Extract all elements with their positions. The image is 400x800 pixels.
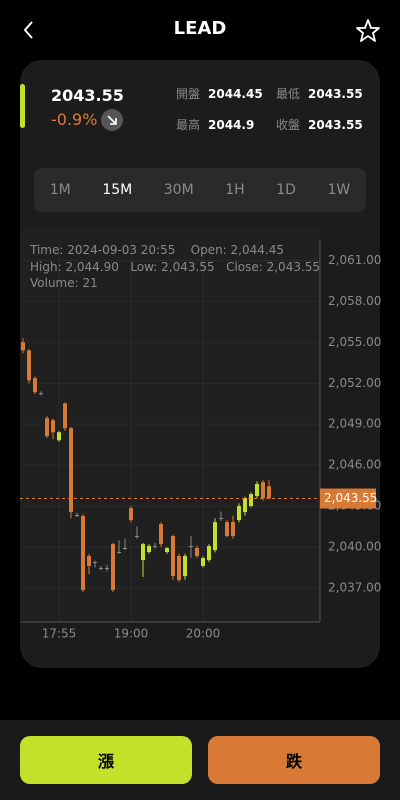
candle-body — [261, 482, 265, 499]
candle-body — [195, 548, 199, 556]
candle-body — [219, 518, 223, 520]
candle-body — [39, 393, 43, 395]
stat: 開盤 2044.45 — [176, 85, 263, 102]
stat: 最高 2044.9 — [176, 116, 254, 133]
candle-body — [33, 378, 37, 393]
candle-body — [153, 546, 157, 548]
candle-body — [171, 536, 175, 577]
tooltip-time: Time: 2024-09-03 20:55 — [30, 243, 176, 257]
candle-body — [105, 567, 109, 569]
favorite-button[interactable] — [355, 18, 381, 44]
candle-body — [225, 522, 229, 537]
tooltip-row: High: 2,044.90 Low: 2,043.55 Close: 2,04… — [30, 260, 320, 274]
plot-area — [20, 228, 320, 622]
indicator — [20, 84, 25, 128]
trend-icon — [101, 109, 123, 131]
stat-label: 收盤 — [276, 118, 301, 132]
chart: 2,037.002,040.002,043.002,046.002,049.00… — [20, 240, 381, 641]
last-price-box — [320, 488, 376, 509]
candle-body — [93, 561, 97, 563]
stat-label: 開盤 — [176, 87, 201, 101]
stat-value: 2043.55 — [308, 118, 363, 132]
candle-body — [147, 546, 151, 553]
timeframe-tabs: 1M 15M 30M 1H 1D 1W — [34, 168, 366, 212]
candle-body — [189, 546, 193, 548]
timeframe-tab[interactable]: 15M — [102, 182, 133, 198]
tooltip-row: Time: 2024-09-03 20:55 Open: 2,044.45 — [30, 243, 284, 257]
stat-value: 2044.9 — [208, 118, 255, 132]
timeframe-tab[interactable]: 1M — [49, 182, 71, 198]
candle-body — [141, 544, 145, 561]
candle-body — [45, 418, 49, 437]
candle-body — [21, 342, 25, 351]
y-tick-label: 2,040.00 — [328, 539, 381, 553]
timeframe-tab[interactable]: 1D — [276, 182, 296, 198]
price: 2043.55 — [51, 86, 124, 105]
y-tick-label: 2,049.00 — [328, 417, 381, 431]
candle-body — [63, 403, 67, 429]
sell-button[interactable]: 跌 — [208, 736, 380, 784]
y-tick-label: 2,037.00 — [328, 580, 381, 594]
candle-body — [111, 544, 115, 590]
candle-body — [57, 432, 61, 441]
candle-body — [207, 546, 211, 561]
candle-body — [159, 524, 163, 545]
title: LEAD — [173, 18, 227, 39]
timeframe-tab[interactable]: 1W — [327, 182, 351, 198]
candle-body — [165, 548, 169, 553]
change: -0.9% — [51, 110, 98, 129]
candle-body — [249, 494, 253, 507]
y-tick-label: 2,052.00 — [328, 376, 381, 390]
stat: 收盤 2043.55 — [276, 116, 363, 133]
back-button[interactable] — [16, 18, 40, 42]
x-tick-label: 17:55 — [42, 627, 77, 641]
tooltip-high: High: 2,044.90 — [30, 260, 119, 274]
tooltip-low: Low: 2,043.55 — [130, 260, 215, 274]
candle-body — [201, 558, 205, 566]
candle-body — [183, 555, 187, 577]
candle-body — [69, 428, 73, 513]
candle-body — [99, 567, 103, 569]
x-tick-label: 19:00 — [114, 627, 149, 641]
stat-value: 2044.45 — [208, 87, 263, 101]
candle-body — [135, 536, 139, 538]
candle-body — [27, 350, 31, 381]
candle-body — [123, 548, 127, 550]
candle-body — [51, 420, 55, 433]
y-tick-label: 2,061.00 — [328, 253, 381, 267]
candle-body — [75, 515, 79, 517]
timeframe-tab[interactable]: 1H — [225, 182, 245, 198]
candle-body — [255, 484, 259, 497]
candle-body — [87, 555, 91, 566]
candle-body — [243, 498, 247, 513]
tooltip-open: Open: 2,044.45 — [190, 243, 284, 257]
stat-label: 最高 — [176, 118, 201, 132]
candle-body — [117, 552, 121, 554]
candle-body — [231, 522, 235, 537]
x-tick-label: 20:00 — [186, 627, 221, 641]
stat-value: 2043.55 — [308, 87, 363, 101]
candle-body — [177, 555, 181, 580]
candle-body — [237, 506, 241, 521]
y-tick-label: 2,058.00 — [328, 294, 381, 308]
y-tick-label: 2,046.00 — [328, 458, 381, 472]
candle-body — [267, 486, 271, 499]
timeframe-tab[interactable]: 30M — [163, 182, 194, 198]
tooltip-close: Close: 2,043.55 — [226, 260, 321, 274]
stat: 最低 2043.55 — [276, 85, 363, 102]
candle-body — [213, 522, 217, 551]
stat-label: 最低 — [276, 87, 301, 101]
tooltip-volume: Volume: 21 — [30, 276, 98, 290]
y-tick-label: 2,055.00 — [328, 335, 381, 349]
candle-body — [129, 508, 133, 521]
buy-button[interactable]: 漲 — [20, 736, 192, 784]
candle-body — [81, 515, 85, 590]
last-price-label: 2,043.55 — [324, 491, 377, 505]
